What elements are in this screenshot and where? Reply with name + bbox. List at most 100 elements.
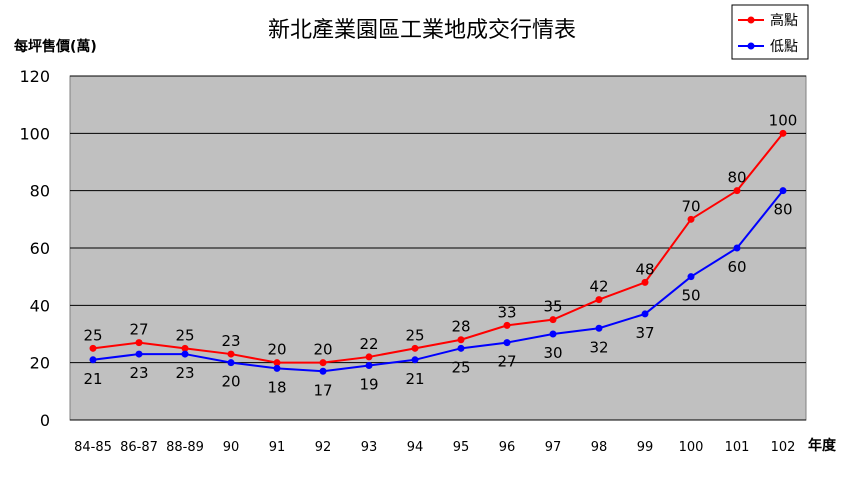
data-point [89,356,97,364]
data-label: 32 [589,338,608,356]
data-label: 25 [405,326,424,344]
data-label: 70 [681,197,700,215]
series-line [92,190,784,373]
x-tick-label: 86-87 [120,440,158,455]
legend-box [731,4,809,60]
data-label: 17 [313,381,332,399]
data-point [503,339,511,347]
x-tick-label: 98 [591,440,608,455]
data-label: 20 [313,341,332,359]
y-axis-label: 每坪售價(萬) [14,38,97,55]
data-label: 23 [175,364,194,382]
data-point [319,359,327,367]
data-label: 22 [359,335,378,353]
x-tick-label: 92 [315,440,332,455]
data-point [779,129,787,137]
data-label: 30 [543,344,562,362]
data-point [595,324,603,332]
x-tick-label: 96 [499,440,516,455]
x-tick-label: 102 [771,440,796,455]
data-point [135,339,143,347]
data-point [457,336,465,344]
data-label: 25 [451,358,470,376]
data-point [181,350,189,358]
data-point [549,316,557,324]
y-tick-labels: 0 20 40 60 80 100 120 [19,67,50,430]
legend-entry: 高點 [770,12,798,29]
data-label: 25 [175,326,194,344]
data-label: 20 [267,341,286,359]
x-tick-label: 90 [223,440,240,455]
data-point [273,359,281,367]
data-label: 21 [83,370,102,388]
data-point [733,244,741,252]
y-tick-label: 60 [30,239,50,258]
data-point [457,344,465,352]
data-label: 60 [727,258,746,276]
data-point [687,215,695,223]
series-group: 25 27 25 23 20 20 22 25 28 33 35 42 48 70 80 100 21 23 23 2… [83,111,797,399]
data-label: 42 [589,278,608,296]
y-tick-label: 20 [30,354,50,373]
x-tick-label: 93 [361,440,378,455]
data-label: 20 [221,373,240,391]
legend-entry: 低點 [770,39,798,55]
y-tick-label: 100 [19,124,50,143]
x-axis-label: 年度 [808,437,837,454]
data-point [365,353,373,361]
data-label: 35 [543,298,562,316]
data-point [365,362,373,370]
data-point [779,187,787,195]
x-tick-labels: 84-85 86-87 88-89 90 91 92 93 94 95 96 97 98 99 100 10… [74,440,795,455]
data-label: 80 [773,201,792,219]
legend-marker [747,42,755,50]
data-label: 100 [769,111,798,129]
data-point [89,344,97,352]
data-point [503,321,511,329]
data-label: 80 [727,169,746,187]
data-label: 23 [221,332,240,350]
data-label: 19 [359,376,378,394]
legend-marker [747,16,755,24]
x-tick-label: 95 [453,440,470,455]
data-point [181,344,189,352]
data-label: 50 [681,287,700,305]
y-tick-label: 0 [40,411,50,430]
x-tick-label: 88-89 [166,440,204,455]
data-point [227,350,235,358]
x-tick-label: 99 [637,440,654,455]
x-tick-label: 94 [407,440,424,455]
x-tick-label: 100 [679,440,704,455]
data-label: 37 [635,324,654,342]
data-label: 27 [129,321,148,339]
x-tick-label: 101 [725,440,750,455]
data-point [135,350,143,358]
data-label: 33 [497,303,516,321]
data-label: 18 [267,378,286,396]
series-line [92,132,784,364]
data-label: 23 [129,364,148,382]
data-point [549,330,557,338]
gridlines [70,75,806,421]
data-point [641,310,649,318]
data-label: 25 [83,326,102,344]
data-point [733,187,741,195]
chart-title: 新北產業園區工業地成交行情表 [268,18,576,43]
data-label: 28 [451,318,470,336]
data-point [319,367,327,375]
data-point [595,296,603,304]
data-point [641,278,649,286]
x-tick-label: 84-85 [74,440,112,455]
data-point [687,273,695,281]
y-tick-label: 120 [19,67,50,86]
data-point [411,344,419,352]
x-tick-label: 91 [269,440,286,455]
y-tick-label: 80 [30,182,50,201]
data-point [273,364,281,372]
data-label: 27 [497,353,516,371]
x-tick-label: 97 [545,440,562,455]
data-point [227,359,235,367]
data-label: 48 [635,260,654,278]
